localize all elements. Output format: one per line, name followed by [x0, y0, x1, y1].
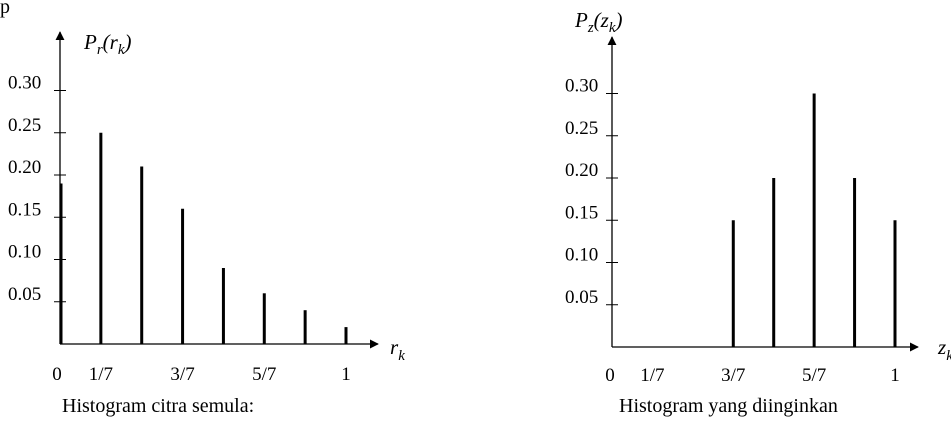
x-tick-label: 1 [890, 365, 900, 386]
x-tick-label: 0 [52, 364, 62, 385]
y-tick-label: 0.25 [8, 115, 41, 136]
y-tick-label: 0.05 [565, 287, 598, 308]
y-tick-label: 0.20 [565, 160, 598, 181]
x-tick-label: 5/7 [802, 365, 826, 386]
desired-histogram-chart: 0.05 0.10 0.15 0.20 0.25 0.30 0 1/7 3/7 5/7 1 Pz(zk… [565, 8, 951, 386]
y-tick-label: 0.15 [8, 199, 41, 220]
x-tick-label: 5/7 [252, 364, 276, 385]
x-axis-label: zk [937, 335, 951, 364]
y-tick-label: 0.30 [565, 76, 598, 97]
y-tick-label: 0.05 [8, 284, 41, 305]
desired-histogram-caption: Histogram yang diinginkan [619, 395, 838, 417]
y-tick-label: 0.20 [8, 157, 41, 178]
x-axis-label: rk [390, 335, 405, 364]
y-tick-label: 0.25 [565, 118, 598, 139]
y-tick-label: 0.30 [8, 73, 41, 94]
x-tick-label: 3/7 [721, 365, 745, 386]
y-axis-label: Pz(zk) [574, 8, 623, 36]
x-tick-label: 1/7 [640, 365, 664, 386]
y-axis-label: Pr(rk) [83, 30, 132, 58]
header-fragment: p [0, 0, 10, 18]
x-tick-label: 1/7 [89, 364, 113, 385]
original-histogram-chart: 0.05 0.10 0.15 0.20 0.25 0.30 0 1/7 3/7 5/7 1 Pr(rk… [8, 30, 405, 385]
y-tick-label: 0.15 [565, 202, 598, 223]
x-tick-label: 0 [605, 365, 615, 386]
original-histogram-caption: Histogram citra semula: [62, 395, 255, 417]
y-tick-label: 0.10 [8, 242, 41, 263]
x-tick-label: 1 [341, 364, 351, 385]
x-tick-label: 3/7 [170, 364, 194, 385]
y-tick-label: 0.10 [565, 245, 598, 266]
